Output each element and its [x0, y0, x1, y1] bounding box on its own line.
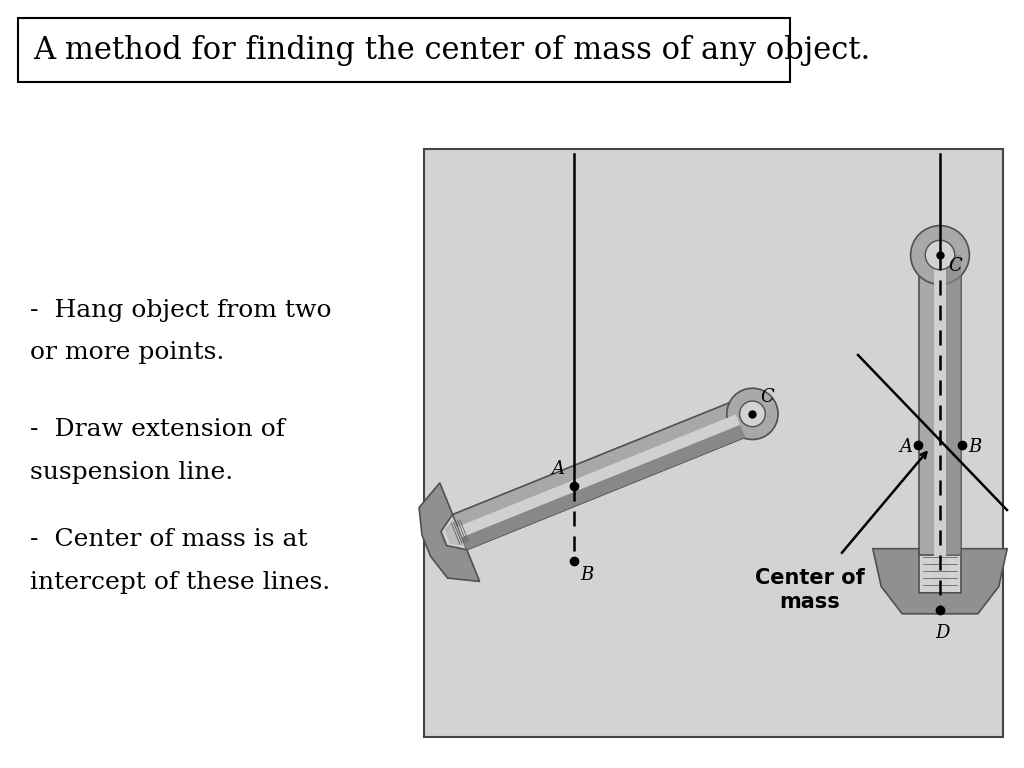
Polygon shape — [419, 483, 479, 581]
Text: -  Hang object from two: - Hang object from two — [30, 299, 332, 322]
Text: -  Draw extension of: - Draw extension of — [30, 419, 285, 442]
Circle shape — [926, 240, 954, 270]
Circle shape — [727, 388, 778, 439]
Polygon shape — [934, 555, 946, 588]
Text: B: B — [581, 566, 594, 584]
Text: D: D — [935, 624, 949, 642]
Text: -  Center of mass is at: - Center of mass is at — [30, 528, 307, 551]
Text: A method for finding the center of mass of any object.: A method for finding the center of mass … — [33, 35, 870, 65]
Text: A: A — [899, 438, 912, 456]
Bar — [424, 149, 1002, 737]
Text: A: A — [551, 460, 564, 478]
Polygon shape — [934, 255, 946, 555]
Polygon shape — [919, 255, 961, 555]
Circle shape — [739, 401, 765, 427]
Polygon shape — [946, 255, 961, 555]
Text: suspension line.: suspension line. — [30, 461, 233, 484]
Polygon shape — [462, 425, 745, 550]
Text: Center of
mass: Center of mass — [755, 568, 865, 611]
Text: or more points.: or more points. — [30, 340, 224, 363]
Text: C: C — [948, 257, 962, 275]
Polygon shape — [444, 518, 466, 546]
Polygon shape — [453, 396, 760, 550]
Polygon shape — [458, 415, 740, 538]
Text: B: B — [968, 438, 981, 456]
Polygon shape — [872, 548, 1008, 614]
Circle shape — [910, 226, 970, 284]
Text: C: C — [761, 388, 774, 406]
Text: intercept of these lines.: intercept of these lines. — [30, 571, 331, 594]
Bar — [18, 18, 790, 82]
